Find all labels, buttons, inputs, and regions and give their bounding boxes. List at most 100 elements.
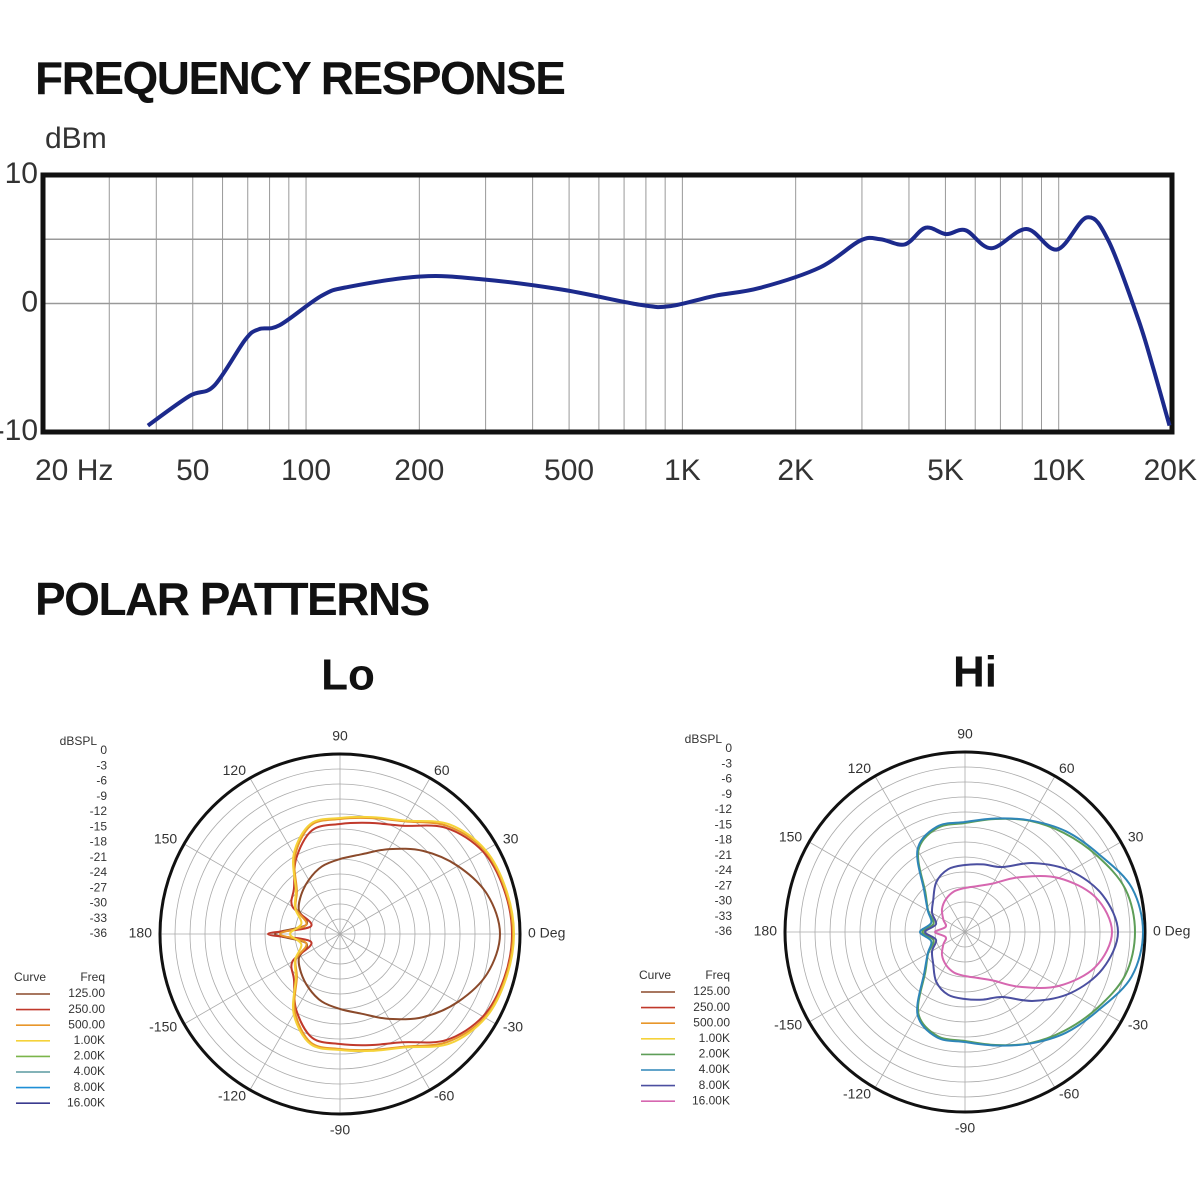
ring (904, 871, 1026, 993)
r-tick-label: -9 (96, 789, 107, 803)
plot-frame (40, 172, 1175, 435)
theta-tick-label: 150 (779, 829, 803, 845)
polar-curve (273, 847, 502, 1021)
theta-tick-label: 30 (503, 831, 519, 847)
chart-title: FREQUENCY RESPONSE (35, 52, 564, 104)
legend-label: 500.00 (693, 1015, 730, 1029)
r-tick-label: -33 (715, 909, 733, 923)
legend-label: 2.00K (74, 1049, 105, 1063)
legend-label: 250.00 (693, 1000, 730, 1014)
y-axis-label: dBm (45, 122, 107, 155)
legend-label: 250.00 (68, 1002, 105, 1016)
theta-tick-label: -30 (1128, 1017, 1148, 1033)
polar-curve (933, 875, 1114, 989)
ring (874, 841, 1056, 1023)
x-tick-label: 20 Hz (35, 454, 113, 487)
x-tick-label: 10K (1032, 454, 1085, 487)
r-tick-label: -12 (715, 802, 733, 816)
theta-tick-label: -120 (218, 1088, 246, 1104)
ring (309, 903, 371, 965)
legend-header: Curve (14, 970, 46, 984)
x-tick-label: 5K (927, 454, 964, 487)
r-tick-label: -36 (90, 926, 108, 940)
ring (294, 888, 386, 980)
ring (844, 811, 1086, 1053)
r-tick-label: -36 (715, 924, 733, 938)
theta-tick-label: 150 (154, 831, 178, 847)
theta-tick-label: -150 (774, 1017, 802, 1033)
ring (814, 781, 1116, 1083)
response-curve (146, 215, 1172, 428)
r-tick-label: -6 (96, 774, 107, 788)
ring (249, 843, 431, 1025)
r-axis-label: dBSPL (685, 732, 723, 746)
ring (204, 798, 476, 1070)
legend-label: 4.00K (699, 1062, 730, 1076)
theta-tick-label: -60 (1059, 1086, 1079, 1102)
y-tick-label: -10 (0, 414, 38, 447)
legend-header: Freq (705, 968, 730, 982)
r-tick-label: -12 (90, 804, 108, 818)
ring (783, 750, 1147, 1114)
r-tick-label: -27 (90, 880, 108, 894)
theta-tick-label: 120 (848, 760, 872, 776)
theta-tick-label: 60 (434, 762, 450, 778)
chart-title: Lo (321, 651, 375, 700)
theta-tick-label: -90 (955, 1120, 975, 1136)
r-tick-label: 0 (100, 743, 107, 757)
x-tick-label: 500 (544, 454, 594, 487)
legend-label: 2.00K (699, 1047, 730, 1061)
ring (949, 916, 981, 948)
ring (219, 813, 461, 1055)
polar-curve (266, 821, 514, 1047)
ring (158, 752, 522, 1116)
legend-label: 16.00K (692, 1093, 730, 1107)
r-tick-label: -24 (90, 865, 108, 879)
r-tick-label: -21 (90, 850, 108, 864)
legend-label: 1.00K (74, 1033, 105, 1047)
theta-tick-label: -30 (503, 1019, 523, 1035)
r-tick-label: -33 (90, 911, 108, 925)
legend-header: Curve (639, 968, 671, 982)
polar-curve (923, 862, 1120, 1002)
theta-tick-label: 0 Deg (1153, 923, 1190, 939)
ring (859, 826, 1071, 1038)
x-tick-label: 100 (281, 454, 331, 487)
r-tick-label: -15 (90, 819, 108, 833)
r-tick-label: -21 (715, 848, 733, 862)
theta-tick-label: 60 (1059, 760, 1075, 776)
theta-tick-label: -150 (149, 1019, 177, 1035)
ring (324, 918, 356, 950)
r-tick-label: -30 (90, 896, 108, 910)
theta-tick-label: 30 (1128, 829, 1144, 845)
theta-tick-label: -120 (843, 1086, 871, 1102)
y-tick-label: 0 (21, 285, 38, 318)
ring (174, 768, 506, 1100)
ring (829, 796, 1101, 1068)
theta-tick-label: -90 (330, 1122, 350, 1138)
chart-title: Hi (953, 648, 997, 697)
polar-curve (288, 815, 516, 1053)
ring (799, 766, 1131, 1098)
ring (189, 783, 491, 1085)
r-tick-label: -18 (90, 835, 108, 849)
r-tick-label: -15 (715, 817, 733, 831)
legend-label: 8.00K (699, 1078, 730, 1092)
theta-tick-label: 180 (754, 923, 778, 939)
legend-label: 4.00K (74, 1064, 105, 1078)
legend-label: 8.00K (74, 1080, 105, 1094)
theta-tick-label: 180 (129, 925, 153, 941)
y-tick-label: 10 (5, 157, 38, 190)
theta-tick-label: 90 (332, 728, 348, 744)
x-tick-label: 50 (176, 454, 209, 487)
r-tick-label: -3 (96, 758, 107, 772)
theta-tick-label: 120 (223, 762, 247, 778)
section-heading: POLAR PATTERNS (35, 573, 429, 625)
r-tick-label: -30 (715, 894, 733, 908)
r-tick-label: 0 (725, 741, 732, 755)
x-tick-label: 1K (664, 454, 701, 487)
x-tick-label: 20K (1144, 454, 1197, 487)
theta-tick-label: 0 Deg (528, 925, 565, 941)
legend-label: 16.00K (67, 1095, 105, 1109)
